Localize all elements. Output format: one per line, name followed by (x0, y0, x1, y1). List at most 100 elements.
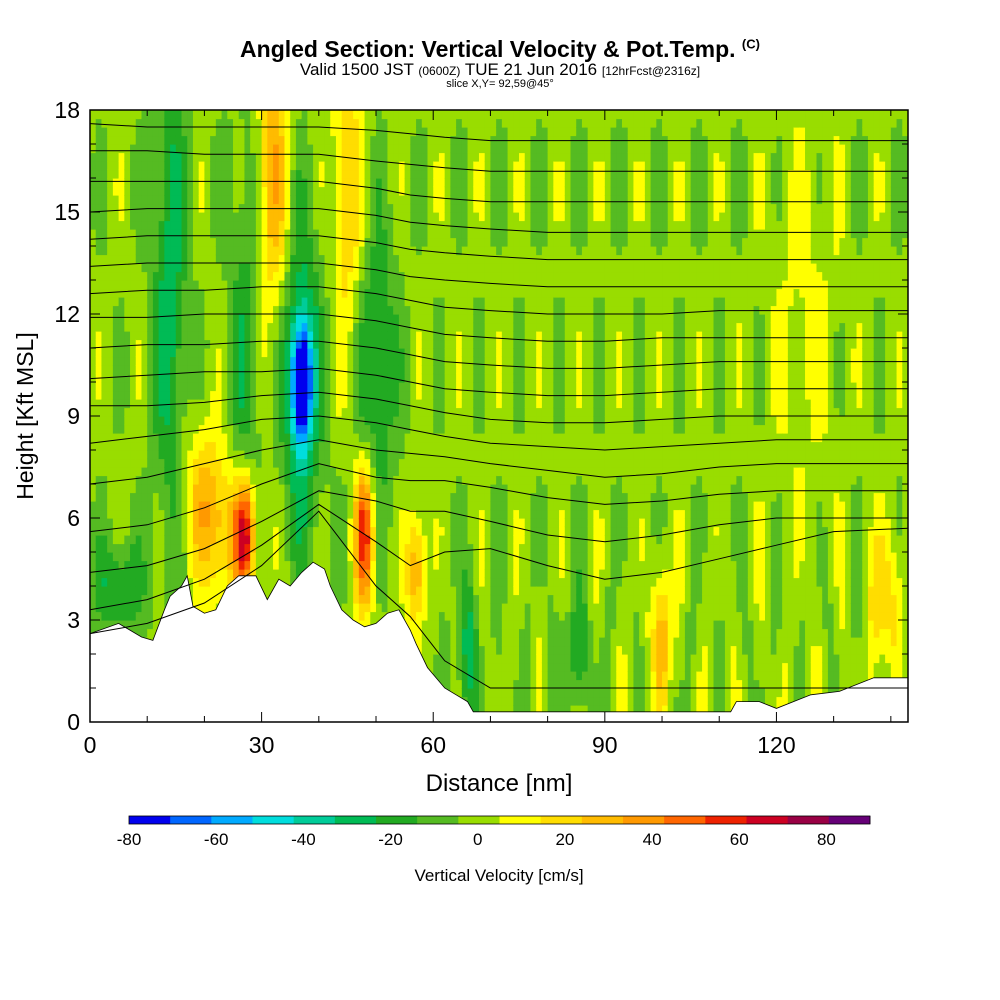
velocity-cell (376, 135, 383, 145)
velocity-cell (353, 288, 360, 298)
velocity-cell (95, 254, 103, 264)
velocity-cell (95, 348, 103, 358)
velocity-cell (358, 135, 366, 145)
velocity-cell (427, 569, 434, 579)
velocity-cell (410, 543, 417, 553)
velocity-cell (198, 305, 206, 315)
velocity-cell (427, 586, 434, 596)
velocity-cell (313, 118, 320, 128)
velocity-cell (467, 467, 474, 477)
velocity-cell (427, 246, 434, 256)
velocity-cell (393, 178, 400, 188)
velocity-cell (204, 280, 211, 290)
velocity-cell (364, 195, 371, 205)
velocity-cell (324, 382, 331, 392)
velocity-cell (318, 339, 326, 349)
velocity-cell (147, 280, 154, 290)
velocity-cell (370, 110, 377, 120)
velocity-cell (124, 339, 131, 349)
velocity-cell (421, 297, 429, 307)
velocity-cell (170, 220, 177, 230)
velocity-cell (175, 135, 183, 145)
velocity-cell (290, 331, 297, 341)
velocity-cell (410, 220, 417, 230)
velocity-cell (164, 271, 171, 281)
velocity-cell (164, 237, 171, 247)
velocity-cell (181, 297, 188, 307)
velocity-cell (410, 195, 417, 205)
velocity-cell (387, 144, 394, 154)
velocity-cell (330, 110, 337, 120)
velocity-cell (181, 220, 188, 230)
velocity-cell (187, 195, 194, 205)
velocity-cell (198, 186, 206, 196)
velocity-cell (324, 501, 331, 511)
velocity-cell (421, 229, 429, 239)
velocity-cell (101, 186, 108, 196)
velocity-cell (130, 356, 137, 366)
velocity-cell (433, 586, 440, 596)
velocity-cell (467, 348, 474, 358)
velocity-cell (192, 280, 200, 290)
velocity-cell (393, 603, 400, 613)
velocity-cell (95, 356, 103, 366)
velocity-cell (141, 509, 148, 519)
velocity-cell (221, 212, 228, 222)
velocity-cell (210, 501, 217, 511)
velocity-cell (101, 135, 108, 145)
velocity-cell (147, 484, 154, 494)
velocity-cell (427, 314, 434, 324)
velocity-cell (95, 161, 103, 171)
velocity-cell (250, 382, 257, 392)
velocity-cell (335, 144, 343, 154)
velocity-cell (244, 186, 251, 196)
velocity-cell (473, 390, 480, 400)
velocity-cell (456, 339, 463, 349)
velocity-cell (238, 441, 246, 451)
velocity-cell (147, 543, 154, 553)
velocity-cell (335, 467, 343, 477)
velocity-cell (478, 178, 486, 188)
velocity-cell (273, 441, 280, 451)
velocity-cell (124, 475, 131, 485)
velocity-cell (147, 297, 154, 307)
velocity-cell (267, 305, 274, 315)
velocity-cell (90, 263, 97, 273)
velocity-cell (273, 569, 280, 579)
velocity-cell (158, 339, 165, 349)
velocity-cell (107, 467, 114, 477)
velocity-cell (461, 467, 469, 477)
velocity-cell (393, 552, 400, 562)
velocity-cell (353, 348, 360, 358)
velocity-cell (147, 407, 154, 417)
velocity-cell (290, 297, 297, 307)
velocity-cell (124, 552, 131, 562)
velocity-cell (393, 118, 400, 128)
velocity-cell (341, 594, 349, 604)
velocity-cell (250, 390, 257, 400)
velocity-cell (307, 424, 314, 434)
velocity-cell (404, 518, 411, 528)
velocity-cell (387, 399, 394, 409)
velocity-cell (473, 441, 480, 451)
velocity-cell (267, 560, 274, 570)
velocity-cell (244, 339, 251, 349)
velocity-cell (324, 195, 331, 205)
velocity-cell (278, 501, 286, 511)
velocity-cell (295, 220, 303, 230)
velocity-cell (290, 441, 297, 451)
velocity-cell (170, 331, 177, 341)
velocity-cell (198, 526, 206, 536)
velocity-cell (444, 178, 451, 188)
velocity-cell (267, 382, 274, 392)
velocity-cell (267, 569, 274, 579)
velocity-cell (318, 331, 326, 341)
velocity-cell (450, 594, 457, 604)
velocity-cell (461, 637, 469, 647)
velocity-cell (130, 322, 137, 332)
velocity-cell (438, 501, 446, 511)
velocity-cell (210, 203, 217, 213)
velocity-cell (410, 271, 417, 281)
velocity-cell (152, 586, 160, 596)
velocity-cell (364, 475, 371, 485)
